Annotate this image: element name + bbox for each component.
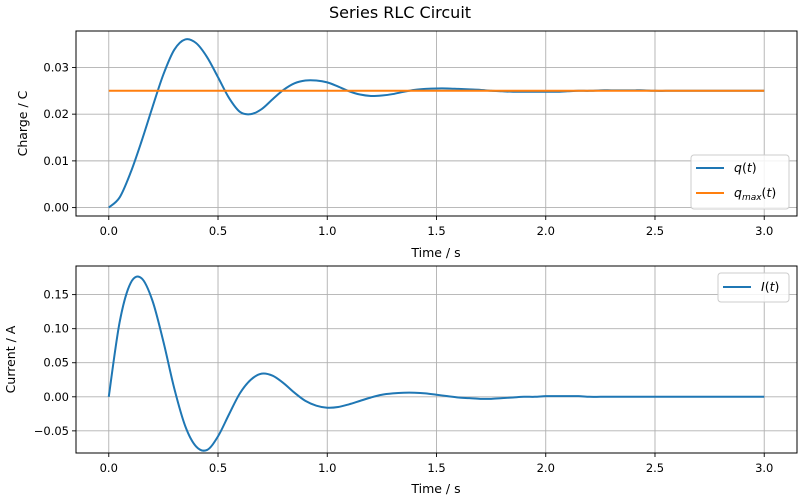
current-x-tick-label: 1.0	[318, 461, 336, 475]
current-x-axis-label: Time / s	[410, 481, 460, 496]
current-x-tick-label: 0.0	[100, 461, 118, 475]
current-y-tick-label: 0.05	[43, 356, 69, 370]
legend-label-q: q(t)	[734, 160, 757, 175]
charge-x-tick-label: 2.0	[537, 224, 555, 238]
charge-x-tick-label: 3.0	[755, 224, 773, 238]
current-y-tick-label: 0.00	[43, 390, 69, 404]
charge-x-tick-label: 1.5	[427, 224, 445, 238]
legend-label-I: I(t)	[761, 279, 779, 294]
charge-y-axis-label: Charge / C	[15, 90, 30, 156]
charge-y-tick-label: 0.01	[43, 154, 69, 168]
current-legend-box	[717, 272, 790, 303]
charge-x-tick-label: 1.0	[318, 224, 336, 238]
current-legend: I(t)	[717, 272, 790, 303]
figure-title: Series RLC Circuit	[329, 3, 471, 22]
charge-x-tick-label: 0.0	[100, 224, 118, 238]
charge-y-tick-label: 0.02	[43, 107, 69, 121]
charge-x-tick-label: 0.5	[209, 224, 227, 238]
current-x-tick-label: 2.0	[537, 461, 555, 475]
charge-y-tick-label: 0.03	[43, 60, 69, 74]
legend-label-qmax: qmax(t)	[734, 185, 776, 203]
current-x-tick-label: 0.5	[209, 461, 227, 475]
series-line-I	[107, 275, 765, 452]
current-y-tick-label: 0.15	[43, 288, 69, 302]
current-x-tick-label: 3.0	[755, 461, 773, 475]
charge-y-tick-label: 0.00	[43, 201, 69, 215]
current-subplot: 0.0 0.5 1.0 1.5 2.0 2.5 3.0 −0.05 0.00 0.05 0.10 0.…	[3, 265, 798, 496]
charge-x-tick-label: 2.5	[646, 224, 664, 238]
current-x-tick-label: 1.5	[427, 461, 445, 475]
current-y-axis-label: Current / A	[3, 325, 18, 393]
charge-subplot: 0.0 0.5 1.0 1.5 2.0 2.5 3.0 0.00 0.01 0.02 0.03 Ti…	[15, 30, 798, 260]
current-y-tick-label: −0.05	[34, 424, 69, 438]
current-x-tick-label: 2.5	[646, 461, 664, 475]
charge-legend: q(t) qmax(t)	[690, 154, 790, 210]
current-y-tick-label: 0.10	[43, 322, 69, 336]
charge-x-axis-label: Time / s	[410, 245, 460, 260]
